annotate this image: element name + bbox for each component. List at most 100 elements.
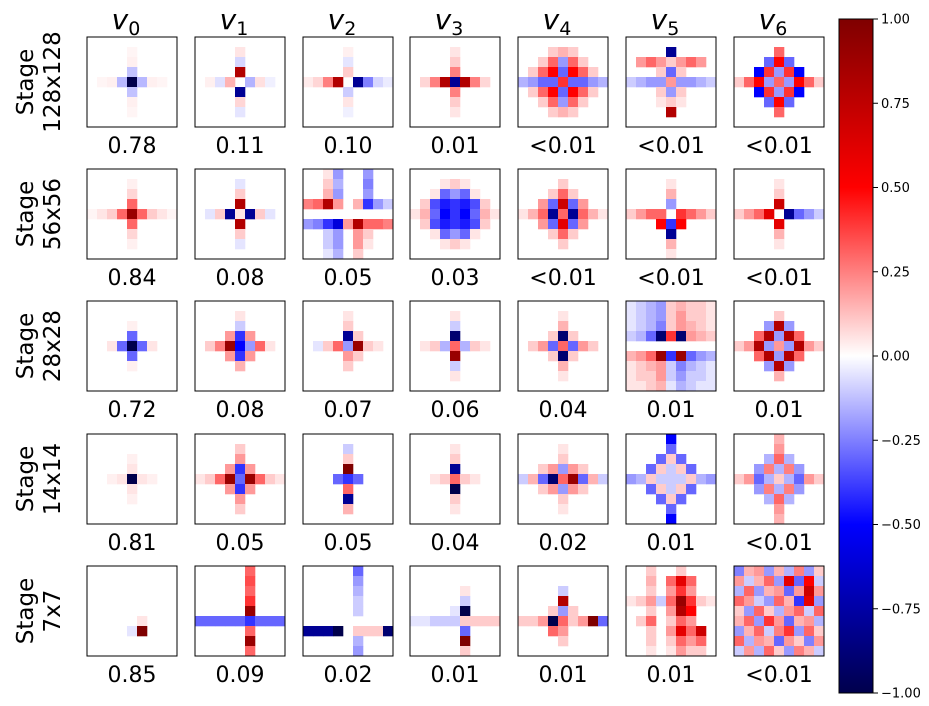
kernel-cell: [548, 219, 559, 230]
kernel-cell: [626, 331, 637, 342]
kernel-cell: [794, 87, 805, 98]
kernel-cell: [578, 67, 589, 78]
kernel-cell: [490, 209, 501, 220]
kernel-cell: [676, 77, 687, 88]
panel-frame: [194, 565, 286, 657]
panel-frame: [302, 36, 394, 128]
kernel-cell: [774, 97, 785, 108]
kernel-cell: [804, 646, 815, 657]
kernel-cell: [666, 576, 677, 587]
kernel-cell: [794, 576, 805, 587]
kernel-cell: [578, 57, 589, 68]
column-header-subscript: 0: [128, 18, 140, 40]
kernel-cell: [666, 331, 677, 342]
column-header: v6: [759, 3, 788, 40]
kernel-cell: [578, 87, 589, 98]
column-header-base: v: [651, 3, 668, 36]
kernel-cell: [97, 77, 108, 88]
kernel-cell: [87, 209, 98, 220]
kernel-cell: [373, 199, 384, 210]
kernel-cell: [578, 464, 589, 475]
panel-frame: [625, 300, 717, 392]
kernel-cell: [323, 169, 334, 180]
row-label-line-1: Stage: [13, 578, 39, 644]
kernel-cell: [333, 239, 344, 250]
kernel-cell: [450, 199, 461, 210]
kernel-cell: [784, 331, 795, 342]
kernel-cell: [666, 454, 677, 465]
column-header-base: v: [543, 3, 560, 36]
kernel-cell: [343, 107, 354, 118]
kernel-cell: [764, 646, 775, 657]
kernel-cell: [754, 474, 765, 485]
kernel-cell: [754, 87, 765, 98]
eigen-value-label: 0.02: [324, 663, 373, 688]
kernel-cell: [265, 474, 276, 485]
kernel-cell: [774, 179, 785, 190]
kernel-cell: [470, 199, 481, 210]
kernel-cell: [676, 626, 687, 637]
kernel-cell: [754, 331, 765, 342]
kernel-cell: [460, 596, 471, 607]
kernel-cell: [774, 646, 785, 657]
kernel-cell: [538, 484, 549, 495]
kernel-cell: [363, 169, 374, 180]
kernel-cell: [470, 229, 481, 240]
column-header-subscript: 1: [236, 18, 248, 40]
kernel-cell: [538, 219, 549, 230]
kernel-cell: [646, 566, 657, 577]
kernel-cell: [696, 361, 707, 372]
kernel-cell: [814, 626, 825, 637]
kernel-cell: [814, 566, 825, 577]
kernel-cell: [754, 576, 765, 587]
kernel-cell: [548, 77, 559, 88]
kernel-cell: [538, 57, 549, 68]
kernel-cell: [353, 199, 364, 210]
kernel-cell: [430, 209, 441, 220]
kernel-cell: [784, 626, 795, 637]
kernel-cell: [333, 189, 344, 200]
kernel-cell: [460, 626, 471, 637]
kernel-cell: [784, 464, 795, 475]
kernel-cell: [460, 586, 471, 597]
kernel-cell: [558, 444, 569, 455]
kernel-cell: [157, 77, 168, 88]
kernel-cell: [774, 77, 785, 88]
kernel-cell: [764, 464, 775, 475]
kernel-cell: [676, 474, 687, 485]
column-header-subscript: 5: [667, 18, 679, 40]
kernel-panel: <0.01: [625, 168, 717, 291]
kernel-cell: [225, 341, 236, 352]
kernel-cell: [450, 209, 461, 220]
kernel-panel: 0.01: [409, 565, 501, 688]
kernel-cell: [706, 351, 717, 362]
column-header: v0: [112, 3, 141, 40]
kernel-cell: [598, 474, 609, 485]
kernel-cell: [430, 616, 441, 627]
kernel-panel: 0.01: [409, 36, 501, 159]
panel-frame: [194, 36, 286, 128]
kernel-cell: [558, 351, 569, 362]
kernel-cell: [558, 636, 569, 647]
kernel-cell: [568, 199, 579, 210]
kernel-cell: [774, 351, 785, 362]
kernel-cell: [666, 189, 677, 200]
kernel-cell: [696, 77, 707, 88]
kernel-cell: [734, 586, 745, 597]
eigen-value-label: 0.08: [216, 398, 265, 423]
kernel-cell: [528, 474, 539, 485]
eigen-value-label: 0.08: [216, 266, 265, 291]
kernel-cell: [275, 616, 286, 627]
kernel-cell: [676, 57, 687, 68]
kernel-cell: [568, 616, 579, 627]
kernel-cell: [794, 606, 805, 617]
kernel-cell: [568, 229, 579, 240]
kernel-cell: [706, 361, 717, 372]
kernel-cell: [333, 474, 344, 485]
kernel-cell: [646, 464, 657, 475]
kernel-cell: [734, 616, 745, 627]
kernel-cell: [107, 474, 118, 485]
kernel-cell: [734, 474, 745, 485]
kernel-cell: [205, 474, 216, 485]
kernel-cell: [518, 209, 529, 220]
